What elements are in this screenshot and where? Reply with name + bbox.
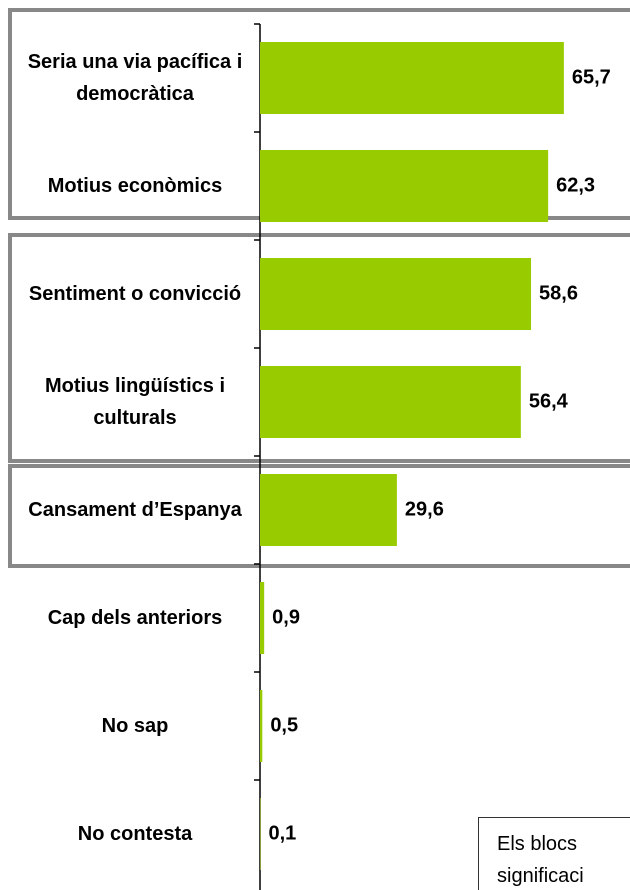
value-label: 29,6 (405, 498, 444, 520)
annotation-box: Els blocs significaci (478, 817, 630, 890)
category-label: No contesta (77, 823, 193, 845)
value-label: 56,4 (529, 390, 569, 412)
bar (260, 366, 521, 438)
category-label: No sap (101, 715, 169, 737)
value-label: 0,1 (268, 822, 296, 844)
group-frame (8, 464, 630, 568)
category-label: Motius econòmics (47, 175, 223, 197)
value-label: 58,6 (539, 282, 578, 304)
annotation-line: significaci (497, 865, 584, 887)
bar (260, 42, 564, 114)
category-label: Cansament d’Espanya (28, 499, 242, 521)
bar (260, 150, 549, 222)
value-label: 0,5 (270, 714, 298, 736)
value-label: 0,9 (272, 606, 300, 628)
group-frame (8, 233, 630, 463)
bar (260, 474, 397, 546)
category-label: Seria una via pacífica i democràtica (27, 51, 243, 105)
category-label: Cap dels anteriors (47, 607, 223, 629)
annotation-line: Els blocs (497, 833, 578, 855)
bar (260, 582, 265, 654)
category-label: Motius lingüístics i culturals (44, 375, 225, 429)
category-label: Sentiment o convicció (28, 283, 242, 305)
value-label: 65,7 (572, 66, 611, 88)
bar (260, 258, 532, 330)
value-label: 62,3 (556, 174, 595, 196)
bar (260, 690, 263, 762)
